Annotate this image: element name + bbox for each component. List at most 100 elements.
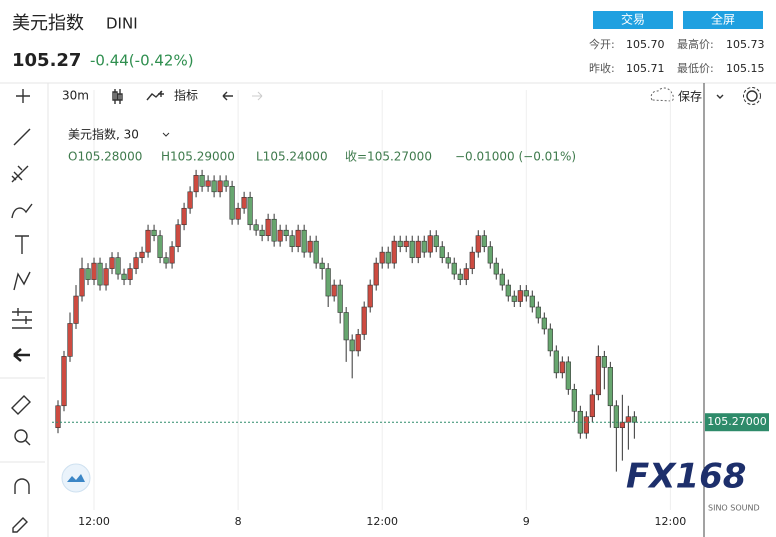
candle-body	[631, 416, 637, 423]
candle-body	[571, 389, 577, 412]
candle-body	[367, 284, 373, 308]
candle-body	[247, 196, 253, 226]
candle-body	[319, 262, 325, 269]
stat-label: 今开:	[589, 37, 615, 51]
measure-tool[interactable]	[12, 308, 32, 329]
save[interactable]: 保存	[678, 90, 702, 104]
stat-label: 最低价:	[677, 62, 714, 75]
magnet-tool[interactable]	[14, 478, 30, 494]
candle-body	[601, 356, 607, 368]
x-tick-label: 8	[235, 515, 242, 528]
candle-body	[625, 416, 631, 423]
candle-body	[469, 251, 475, 269]
candle-body	[535, 306, 541, 319]
candle-body	[457, 273, 463, 280]
candle-body	[607, 367, 613, 407]
candle-body	[313, 240, 319, 264]
candle-body	[103, 268, 109, 286]
candle-body	[145, 229, 151, 253]
candle-body	[79, 268, 85, 297]
fib-tool[interactable]	[11, 165, 29, 183]
price-tag-label: 105.27000	[707, 415, 767, 428]
candle-body	[205, 180, 211, 187]
candle-body	[481, 235, 487, 247]
x-tick-label: 12:00	[78, 515, 110, 528]
candle-body	[283, 229, 289, 236]
interval[interactable]: 30m	[62, 89, 89, 103]
stat-label: 昨收:	[589, 61, 615, 75]
candle-body	[559, 361, 565, 374]
candle-body	[397, 240, 403, 247]
watermark-sub: SINO SOUND	[708, 504, 760, 513]
title-chevron[interactable]	[162, 132, 170, 137]
crosshair-icon[interactable]	[16, 89, 30, 103]
text-tool[interactable]	[15, 235, 29, 254]
candle-body	[211, 180, 217, 193]
logo-mark	[67, 474, 85, 482]
indicator-icon[interactable]	[146, 90, 164, 101]
brush-tool[interactable]	[11, 203, 33, 219]
candle-body	[61, 356, 67, 407]
candle-body	[223, 180, 229, 187]
stat-label: 最高价:	[677, 37, 714, 51]
title: 美元指数	[12, 13, 84, 34]
cloud-icon[interactable]	[650, 87, 674, 102]
lock-tool[interactable]	[12, 517, 28, 533]
ohlc-close: 收=105.27000	[345, 150, 432, 164]
candle-body	[403, 240, 409, 247]
candle-body	[421, 240, 427, 253]
zoom-tool[interactable]	[14, 429, 28, 443]
candle-body	[589, 394, 595, 418]
candle-body	[109, 257, 115, 269]
price-tag	[705, 413, 769, 432]
toolbar: 30m 指标 保存	[16, 87, 761, 105]
candle-body	[439, 246, 445, 258]
candle-body	[415, 240, 421, 258]
trade-button[interactable]	[593, 11, 673, 29]
side-tools	[0, 83, 91, 537]
candle-body	[391, 240, 397, 264]
logo-badge	[61, 463, 91, 493]
x-tick-label: 9	[523, 515, 530, 528]
candle-body	[289, 235, 295, 247]
candle-body	[427, 235, 433, 253]
candle-body	[463, 268, 469, 280]
candle-body	[295, 229, 301, 247]
ohlc-low: L105.24000	[256, 150, 328, 164]
chart-type-icon[interactable]	[112, 89, 123, 104]
pattern-tool[interactable]	[13, 271, 31, 291]
candle-body	[229, 186, 235, 220]
candle-body	[181, 207, 187, 226]
candle-body	[169, 246, 175, 264]
candle-body	[139, 251, 145, 258]
candle-body	[409, 240, 415, 258]
candle-body	[583, 416, 589, 434]
back-tool[interactable]	[13, 348, 30, 362]
x-tick-label: 12:00	[366, 515, 398, 528]
trade-button-label[interactable]: 交易	[621, 12, 645, 27]
candle-body	[91, 262, 97, 280]
candle-body	[253, 224, 259, 231]
ruler-tool[interactable]	[11, 395, 31, 415]
chart-title: 美元指数, 30	[68, 127, 139, 142]
ohlc-change: −0.01000 (−0.01%)	[455, 150, 576, 164]
indicator[interactable]: 指标	[174, 88, 198, 103]
fullscreen-button[interactable]	[683, 11, 763, 29]
candle-body	[553, 350, 559, 374]
undo-icon[interactable]	[222, 91, 233, 101]
candle-body	[451, 262, 457, 275]
candle-body	[157, 235, 163, 258]
x-tick-label: 12:00	[655, 515, 687, 528]
ohlc-high: H105.29000	[161, 150, 235, 164]
settings-icon[interactable]	[746, 90, 758, 102]
symbol: DINI	[106, 15, 138, 33]
candle-body	[235, 207, 241, 220]
candle-body	[505, 284, 511, 297]
line-tool[interactable]	[13, 128, 31, 146]
fullscreen-button-label[interactable]: 全屏	[711, 12, 735, 27]
candle-body	[343, 312, 349, 341]
candle-body	[499, 273, 505, 286]
candle-body	[511, 295, 517, 302]
save-arrow[interactable]	[716, 94, 724, 99]
